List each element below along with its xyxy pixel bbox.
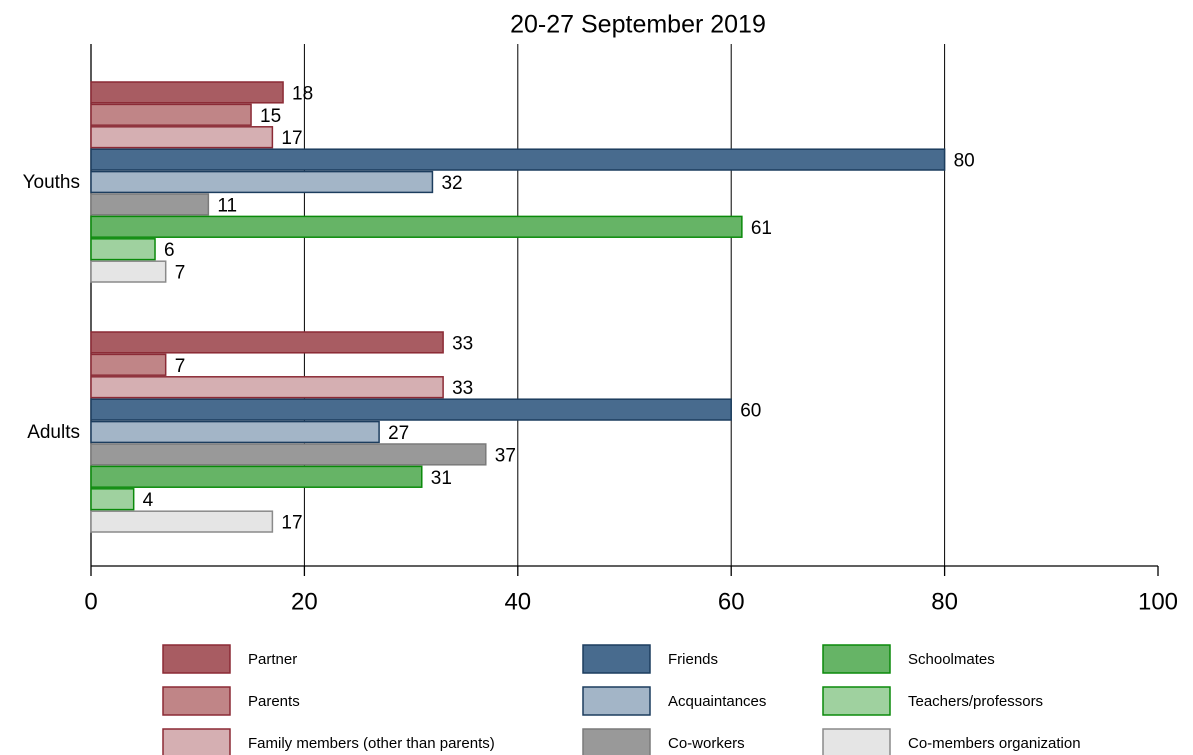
bar [90,170,434,194]
bar [90,353,167,376]
x-tick-label: 100 [1138,588,1178,615]
legend-label: Partner [248,651,297,668]
bar [90,398,732,421]
legend-label: Teachers/professors [908,693,1043,710]
data-label: 17 [281,128,302,149]
legend-swatch [822,644,891,674]
legend-label: Parents [248,693,300,710]
legend-swatch [582,728,651,755]
data-label: 7 [175,356,186,377]
data-label: 60 [740,401,761,422]
data-label: 33 [452,333,473,354]
bar [90,420,380,444]
legend-swatch [822,728,891,755]
data-label: 61 [751,218,772,239]
x-tick-label: 40 [504,588,531,615]
legend-swatch [162,728,231,755]
legend-label: Friends [668,651,718,668]
legend-label: Co-members organization [908,735,1081,752]
data-label: 6 [164,240,175,261]
bar [90,81,284,104]
bar [90,331,444,354]
data-label: 7 [175,263,186,284]
data-label: 32 [441,173,462,194]
y-tick-label: Adults [27,422,80,443]
legend-label: Schoolmates [908,651,995,668]
bar [90,215,743,238]
x-tick-label: 0 [84,588,97,615]
legend-swatch [582,686,651,716]
data-label: 27 [388,423,409,444]
data-label: 33 [452,378,473,399]
legend-label: Co-workers [668,735,745,752]
data-label: 18 [292,83,313,104]
data-label: 4 [143,490,154,511]
legend-swatch [822,686,891,716]
bar [90,376,444,399]
bar [90,126,274,149]
data-label: 37 [495,445,516,466]
bar [90,148,946,171]
chart-title: 20-27 September 2019 [510,11,766,39]
x-tick-label: 20 [291,588,318,615]
bar [90,510,274,533]
legend-swatch [162,686,231,716]
x-tick-label: 80 [931,588,958,615]
legend-label: Family members (other than parents) [248,735,495,752]
bar [90,443,487,466]
legend-label: Acquaintances [668,693,766,710]
data-label: 15 [260,106,281,127]
bar [90,465,423,488]
bar [90,103,252,126]
data-label: 80 [954,151,975,172]
legend-swatch [162,644,231,674]
data-label: 17 [281,513,302,534]
bar [90,193,210,216]
data-label: 31 [431,468,452,489]
y-tick-label: Youths [23,172,80,193]
x-tick-label: 60 [718,588,745,615]
bar [90,238,156,261]
bar [90,260,167,283]
data-label: 11 [217,195,237,216]
bar [90,488,135,511]
legend-swatch [582,644,651,674]
